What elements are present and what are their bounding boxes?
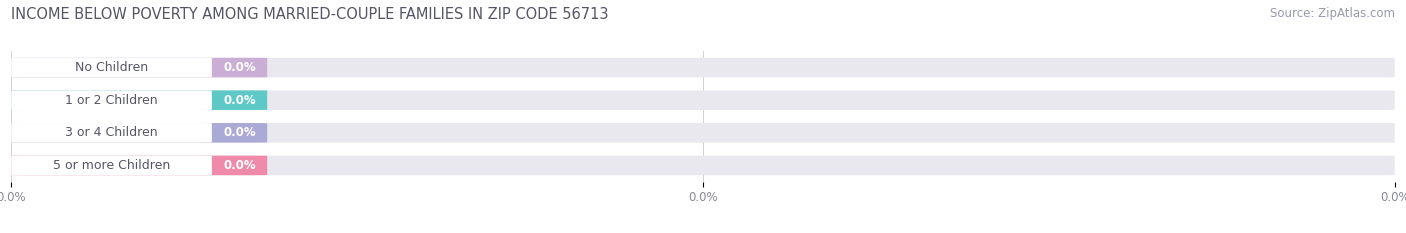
Text: 5 or more Children: 5 or more Children — [53, 159, 170, 172]
FancyBboxPatch shape — [11, 156, 267, 175]
FancyBboxPatch shape — [11, 123, 1395, 143]
FancyBboxPatch shape — [11, 123, 267, 143]
Text: 0.0%: 0.0% — [224, 61, 256, 74]
Text: Source: ZipAtlas.com: Source: ZipAtlas.com — [1270, 7, 1395, 20]
FancyBboxPatch shape — [11, 156, 1395, 175]
FancyBboxPatch shape — [11, 156, 212, 175]
Text: 0.0%: 0.0% — [224, 159, 256, 172]
FancyBboxPatch shape — [11, 90, 1395, 110]
FancyBboxPatch shape — [11, 58, 212, 77]
Text: INCOME BELOW POVERTY AMONG MARRIED-COUPLE FAMILIES IN ZIP CODE 56713: INCOME BELOW POVERTY AMONG MARRIED-COUPL… — [11, 7, 609, 22]
FancyBboxPatch shape — [11, 90, 212, 110]
Text: 3 or 4 Children: 3 or 4 Children — [65, 126, 157, 139]
FancyBboxPatch shape — [11, 58, 1395, 77]
Text: No Children: No Children — [75, 61, 148, 74]
Text: 0.0%: 0.0% — [224, 94, 256, 107]
FancyBboxPatch shape — [11, 58, 267, 77]
FancyBboxPatch shape — [11, 123, 212, 143]
Text: 0.0%: 0.0% — [224, 126, 256, 139]
FancyBboxPatch shape — [11, 90, 267, 110]
Text: 1 or 2 Children: 1 or 2 Children — [65, 94, 157, 107]
